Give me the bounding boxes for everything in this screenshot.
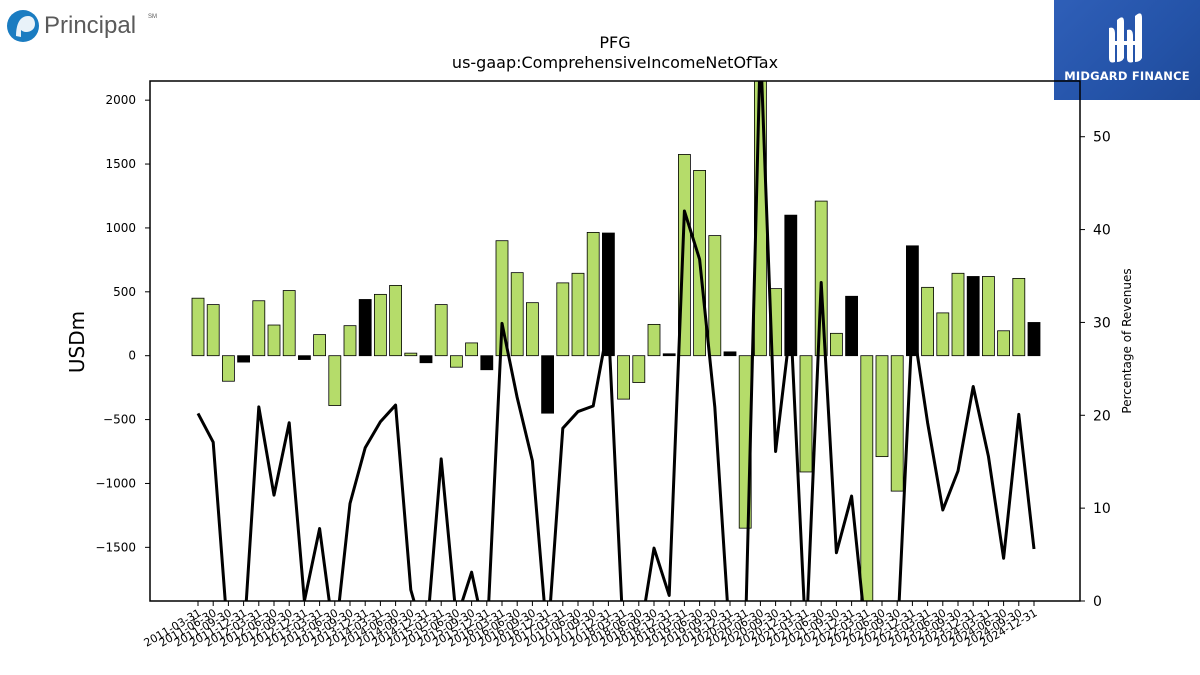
line-group: [196, 81, 1036, 601]
bar-2023-12-31: [966, 276, 980, 357]
percentage-line: [196, 81, 1036, 601]
bar-2014-09-30: [404, 352, 418, 357]
bar-2016-09-30: [526, 302, 539, 357]
y2-tick-label: 0: [1093, 594, 1102, 610]
bar-2024-12-31: [1027, 322, 1041, 357]
bars-group: [191, 81, 1041, 601]
y2-tick-label: 20: [1093, 408, 1111, 424]
bar-2017-09-30: [586, 231, 600, 357]
bar-2013-09-30: [343, 325, 357, 357]
principal-logo-text: Principal: [44, 12, 136, 39]
bar-2021-03-31: [799, 355, 813, 473]
y2-axis-label: Percentage of Revenues: [1120, 268, 1134, 413]
y2-tick-label: 50: [1093, 130, 1111, 146]
y-axis-label: USDm: [65, 311, 89, 373]
bar-2016-03-31: [495, 240, 509, 357]
y-tick-label: −1500: [95, 540, 136, 554]
bar-2018-06-30: [632, 355, 646, 383]
bar-2018-12-31: [662, 353, 676, 357]
y2-tick-label: 10: [1093, 501, 1111, 517]
bar-2016-12-31: [541, 355, 554, 414]
bar-2014-03-31: [373, 293, 387, 357]
bar-2012-09-30: [282, 290, 296, 357]
bar-2012-12-31: [297, 355, 311, 360]
plot-frame: [149, 80, 1081, 602]
bar-2019-09-30: [708, 235, 722, 357]
midgard-logo-text: MIDGARD FINANCE: [1064, 69, 1190, 83]
bar-2022-03-31: [860, 355, 874, 601]
bar-2017-03-31: [556, 282, 570, 357]
y-tick-label: 0: [128, 349, 136, 363]
bar-2011-12-31: [237, 355, 251, 363]
y-tick-label: 1000: [105, 221, 136, 235]
bar-2018-03-31: [617, 355, 630, 400]
bar-2022-06-30: [875, 355, 889, 458]
bar-2016-06-30: [510, 272, 524, 357]
bar-2011-09-30: [221, 355, 235, 382]
y-tick-label: −500: [103, 413, 136, 427]
x-axis: 2011-03-312011-06-302011-09-302011-12-31…: [142, 601, 1040, 650]
bar-2017-06-30: [571, 272, 585, 357]
bar-2014-06-30: [389, 285, 403, 357]
bar-2015-06-30: [449, 355, 463, 368]
midgard-logo-mark-icon: [1109, 13, 1142, 63]
bar-2015-12-31: [480, 355, 494, 371]
bar-2013-12-31: [358, 299, 372, 357]
bar-2014-12-31: [419, 355, 433, 364]
bar-2015-09-30: [465, 342, 479, 357]
principal-logo: Principal SM: [6, 6, 166, 48]
bar-2011-06-30: [206, 304, 220, 357]
bar-2015-03-31: [434, 304, 448, 357]
midgard-finance-logo: MIDGARD FINANCE: [1054, 0, 1200, 100]
bar-2012-03-31: [252, 300, 266, 357]
chart-title: PFG: [599, 33, 630, 52]
bar-2013-03-31: [313, 334, 327, 357]
bar-2018-09-30: [647, 323, 661, 357]
y2-tick-label: 40: [1093, 223, 1111, 239]
principal-logo-mark: SM: [148, 14, 157, 20]
bar-2022-12-31: [906, 245, 919, 357]
bar-2022-09-30: [890, 355, 904, 492]
bar-2013-06-30: [328, 355, 342, 406]
bar-2019-12-31: [723, 351, 737, 357]
y-tick-label: 500: [113, 285, 136, 299]
bar-2023-09-30: [951, 272, 965, 357]
bar-2012-06-30: [267, 324, 281, 357]
y-axis-left: −1500 −1000 −500 0 500 1000 1500 2000: [95, 93, 150, 554]
chart-subtitle: us-gaap:ComprehensiveIncomeNetOfTax: [452, 53, 778, 72]
y-tick-label: −1000: [95, 476, 136, 490]
y-tick-label: 2000: [105, 93, 136, 107]
bar-2023-03-31: [921, 286, 934, 357]
bar-2021-12-31: [845, 295, 858, 357]
bar-2024-09-30: [1012, 277, 1026, 357]
bar-2024-06-30: [997, 330, 1010, 357]
bar-2023-06-30: [936, 312, 950, 357]
y2-tick-label: 30: [1093, 315, 1111, 331]
y-axis-right: 0 10 20 30 40 50: [1080, 130, 1111, 610]
bar-2011-03-31: [191, 297, 205, 357]
y-tick-label: 1500: [105, 157, 136, 171]
bar-2024-03-31: [982, 276, 995, 357]
bar-2021-09-30: [830, 332, 843, 357]
